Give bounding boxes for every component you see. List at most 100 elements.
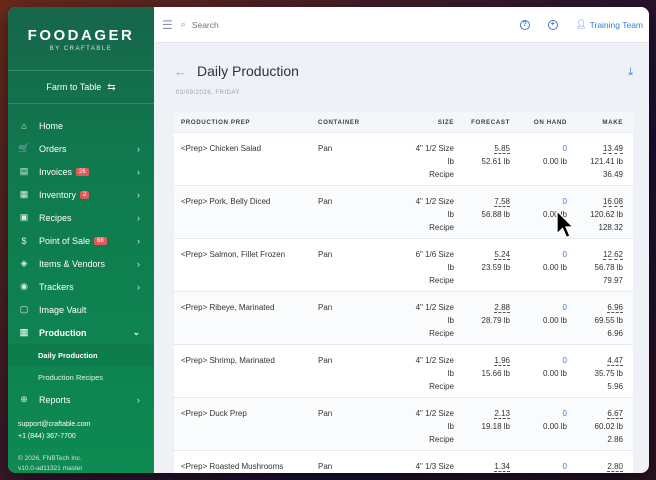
make-count[interactable]: 16.08: [602, 197, 623, 207]
prep-name[interactable]: <Prep> Duck Prep: [181, 409, 247, 418]
col-header-prep[interactable]: PRODUCTION PREP: [181, 118, 251, 126]
forecast-weight: 15.66 lb: [481, 369, 510, 378]
make-recipe: 6.96: [607, 329, 623, 338]
chevron-right-icon: ›: [137, 166, 140, 177]
sidebar-item-label: Items & Vendors: [39, 258, 106, 269]
support-email[interactable]: support@craftable.com: [18, 421, 91, 428]
sidebar-item-label: Inventory: [39, 189, 77, 200]
container: Pan: [318, 197, 333, 206]
table-row[interactable]: <Prep> Salmon, Fillet Frozen Pan 6" 1/6 Si…: [174, 238, 633, 291]
size-value: 4" 1/2 Size: [415, 356, 454, 365]
forecast-count[interactable]: 5.24: [494, 250, 510, 260]
make-count[interactable]: 2.80: [607, 462, 623, 472]
col-header-make[interactable]: MAKE: [602, 118, 623, 126]
make-count[interactable]: 6.96: [607, 303, 623, 313]
main-content: ← Daily Production 03/09/2026, FRIDAY ⤓ …: [154, 44, 649, 473]
sidebar-item-reports[interactable]: ⊕ Reports ›: [8, 388, 154, 411]
add-icon[interactable]: +: [547, 19, 558, 30]
sidebar-item-label: Trackers: [39, 281, 74, 292]
make-count[interactable]: 4.47: [607, 356, 623, 366]
copyright-line: © 2026, FNBTech Inc.: [18, 455, 82, 462]
col-header-container[interactable]: CONTAINER: [318, 118, 360, 126]
size-type: Recipe: [429, 276, 454, 285]
table-row[interactable]: <Prep> Roasted Mushrooms Pan 4" 1/3 Size 1.…: [174, 450, 633, 473]
on-hand-weight: 0.00 lb: [542, 422, 567, 431]
on-hand-count[interactable]: 0: [562, 303, 567, 312]
on-hand-weight: 0.00 lb: [542, 210, 567, 219]
container: Pan: [318, 250, 333, 259]
swap-icon: ⇆: [107, 81, 116, 93]
location-switcher[interactable]: Farm to Table ⇆: [8, 70, 154, 104]
on-hand-count[interactable]: 0: [562, 356, 567, 365]
top-bar: ☰ ⌕ ? + 👤︎ Training Team: [154, 7, 649, 43]
forecast-weight: 28.79 lb: [481, 316, 510, 325]
table-row[interactable]: <Prep> Ribeye, Marinated Pan 4" 1/2 Size lb…: [174, 291, 633, 344]
on-hand-count[interactable]: 0: [562, 409, 567, 418]
chevron-right-icon: ›: [137, 143, 140, 154]
table-row[interactable]: <Prep> Shrimp, Marinated Pan 4" 1/2 Size lb…: [174, 344, 633, 397]
sidebar-item-trackers[interactable]: ◉ Trackers ›: [8, 275, 154, 298]
support-info: support@craftable.com +1 (844) 367-7700: [18, 419, 90, 443]
sidebar-subitem-daily-production[interactable]: Daily Production: [8, 344, 154, 366]
make-recipe: 79.97: [602, 276, 623, 285]
sidebar-item-inventory[interactable]: ▦ Inventory 2 ›: [8, 183, 154, 206]
search-input[interactable]: [191, 19, 452, 30]
size-value: 4" 1/2 Size: [415, 144, 454, 153]
make: 6.67 60.02 lb 2.86: [567, 398, 629, 450]
col-header-size[interactable]: SIZE: [437, 118, 454, 126]
download-icon[interactable]: ⤓: [628, 66, 633, 78]
make: 4.47 35.75 lb 5.96: [567, 345, 629, 397]
version-line: v10.0-ad11321 master: [18, 465, 83, 472]
make-count[interactable]: 12.62: [602, 250, 623, 260]
help-icon[interactable]: ?: [519, 19, 530, 30]
on-hand-count[interactable]: 0: [562, 250, 567, 259]
forecast-count[interactable]: 2.88: [494, 303, 510, 313]
table-header: PRODUCTION PREP CONTAINER SIZE FORECAST …: [174, 112, 633, 132]
prep-name[interactable]: <Prep> Shrimp, Marinated: [181, 356, 275, 365]
prep-name[interactable]: <Prep> Ribeye, Marinated: [181, 303, 275, 312]
reports-icon: ⊕: [20, 394, 28, 404]
sidebar-item-production[interactable]: ▥ Production ⌄: [8, 321, 154, 344]
make-weight: 69.55 lb: [594, 316, 623, 325]
make-count[interactable]: 6.67: [607, 409, 623, 419]
sidebar-item-image-vault[interactable]: ▢ Image Vault: [8, 298, 154, 321]
sidebar-item-recipes[interactable]: ▣ Recipes ›: [8, 206, 154, 229]
prep-name[interactable]: <Prep> Salmon, Fillet Frozen: [181, 250, 286, 259]
make-weight: 35.75 lb: [594, 369, 623, 378]
prep-name[interactable]: <Prep> Chicken Salad: [181, 144, 262, 153]
chevron-right-icon: ›: [137, 258, 140, 269]
page-title: Daily Production: [197, 63, 299, 79]
make: 2.80: [567, 451, 629, 473]
sidebar-item-items-vendors[interactable]: ◈ Items & Vendors ›: [8, 252, 154, 275]
on-hand-count[interactable]: 0: [562, 462, 567, 471]
sidebar-item-label: Recipes: [39, 212, 72, 223]
sidebar-item-point-of-sale[interactable]: $ Point of Sale 68 ›: [8, 229, 154, 252]
on-hand-weight: 0.00 lb: [542, 263, 567, 272]
make-count[interactable]: 13.49: [602, 144, 623, 154]
forecast-count[interactable]: 1.96: [494, 356, 510, 366]
on-hand-count[interactable]: 0: [562, 197, 567, 206]
back-arrow-icon[interactable]: ←: [174, 63, 187, 79]
col-header-forecast[interactable]: FORECAST: [471, 118, 510, 126]
table-row[interactable]: <Prep> Duck Prep Pan 4" 1/2 Size lb Recipe 2.…: [174, 397, 633, 450]
size-value: 4" 1/2 Size: [415, 409, 454, 418]
forecast-count[interactable]: 7.58: [494, 197, 510, 207]
sidebar-item-home[interactable]: ⌂ Home: [8, 114, 154, 137]
support-phone[interactable]: +1 (844) 367-7700: [18, 433, 76, 440]
table-row[interactable]: <Prep> Chicken Salad Pan 4" 1/2 Size lb Reci…: [174, 132, 633, 185]
sidebar-item-orders[interactable]: 🛒 Orders ›: [8, 137, 154, 160]
prep-name[interactable]: <Prep> Pork, Belly Diced: [181, 197, 271, 206]
forecast-count[interactable]: 1.34: [494, 462, 510, 472]
sidebar-item-invoices[interactable]: ▤ Invoices 26 ›: [8, 160, 154, 183]
forecast-count[interactable]: 5.85: [494, 144, 510, 154]
user-menu[interactable]: 👤︎ Training Team: [576, 19, 643, 30]
on-hand-count[interactable]: 0: [562, 144, 567, 153]
sidebar-subitem-production-recipes[interactable]: Production Recipes: [38, 372, 104, 382]
col-header-on-hand[interactable]: ON HAND: [533, 118, 567, 126]
forecast-count[interactable]: 2.13: [494, 409, 510, 419]
prep-name[interactable]: <Prep> Roasted Mushrooms: [181, 462, 284, 471]
count-badge: 26: [76, 167, 89, 176]
hamburger-menu-icon[interactable]: ☰: [162, 17, 173, 32]
logo[interactable]: FOODAGER BY CRAFTABLE: [8, 7, 154, 52]
forecast-weight: 19.18 lb: [481, 422, 510, 431]
